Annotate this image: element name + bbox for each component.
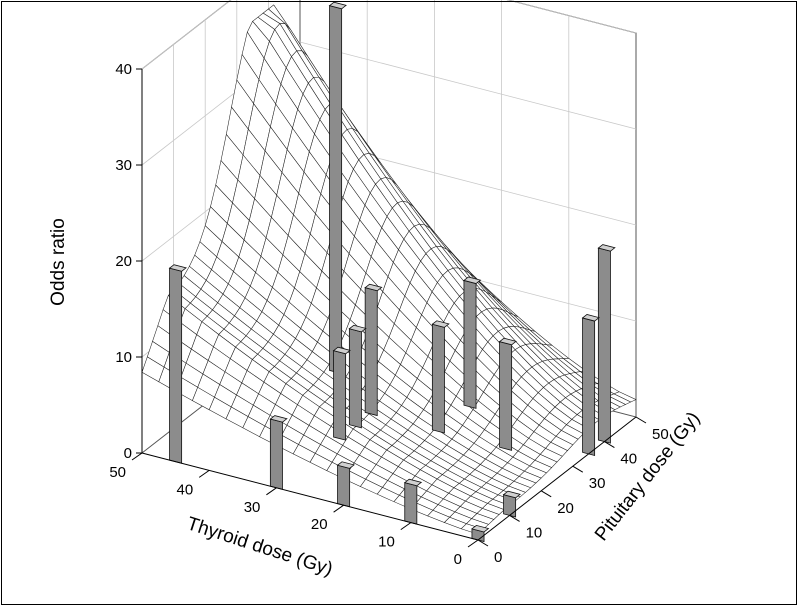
thyroid-axis-line <box>141 452 479 541</box>
y-tick <box>540 490 552 498</box>
z-tick-label: 40 <box>115 61 132 78</box>
y-tick <box>604 441 615 449</box>
y-tick-label: 0 <box>494 549 502 566</box>
bar-top <box>502 490 521 499</box>
y-tick <box>509 514 520 522</box>
bar-top <box>336 461 355 469</box>
x-tick-label: 0 <box>454 551 462 568</box>
x-tick <box>198 469 210 478</box>
data-bar <box>498 337 517 451</box>
x-tick <box>131 452 143 461</box>
bar-top <box>332 346 351 355</box>
data-bar <box>364 283 383 417</box>
bar-top <box>498 337 517 346</box>
z-tick-label: 10 <box>115 349 132 366</box>
x-tick-label: 10 <box>378 534 395 551</box>
z-gridline <box>141 41 637 166</box>
bar-top <box>269 415 288 423</box>
data-bar <box>431 320 450 434</box>
data-bar <box>332 346 351 441</box>
data-bar <box>403 478 423 525</box>
y-tick-label: 30 <box>589 475 606 492</box>
y-tick-label: 40 <box>620 451 637 468</box>
bar-top <box>581 314 600 322</box>
z-gridline <box>141 0 637 70</box>
z-tick-label: 20 <box>115 253 132 270</box>
bar-top <box>431 320 450 328</box>
bar-top <box>463 276 482 285</box>
data-bar <box>502 490 521 518</box>
bar-top <box>328 1 347 10</box>
x-tick-label: 50 <box>109 464 126 481</box>
y-tick-label: 50 <box>652 426 669 443</box>
y-tick <box>477 539 489 547</box>
bar-top <box>348 324 367 333</box>
data-bars <box>168 1 616 543</box>
data-bar <box>597 244 616 444</box>
bar-top <box>597 244 616 252</box>
pituitary-axis-line <box>477 416 637 541</box>
x-tick-label: 40 <box>177 481 194 498</box>
data-bar <box>581 314 600 456</box>
bar-top <box>364 283 383 292</box>
bar-top <box>168 264 187 272</box>
data-bar <box>348 324 367 429</box>
x-tick <box>266 487 277 496</box>
bar-top <box>471 524 490 533</box>
x-tick-label: 30 <box>244 499 261 516</box>
x-tick <box>400 522 412 531</box>
axes <box>131 68 647 548</box>
y-tick-label: 10 <box>526 524 543 541</box>
z-tick-label: 30 <box>115 157 132 174</box>
z-tick-label: 0 <box>124 445 132 462</box>
z-axis-title: Odds ratio <box>48 218 69 306</box>
y-tick <box>635 416 647 424</box>
bar-top <box>403 478 423 487</box>
x-tick-label: 20 <box>311 516 328 533</box>
odds-ratio-surface <box>141 4 637 535</box>
y-tick <box>572 465 584 473</box>
tick-labels: 0 10 20 30 40 0 10 20 30 40 50 0 10 20 30 40 50 <box>109 61 668 568</box>
x-tick <box>467 539 479 548</box>
data-bar <box>463 276 482 409</box>
y-tick-label: 20 <box>557 500 574 517</box>
x-tick <box>333 504 344 513</box>
